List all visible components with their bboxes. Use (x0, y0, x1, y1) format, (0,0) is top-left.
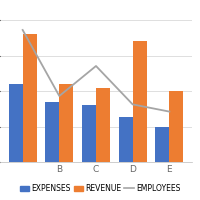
Bar (59, 84, 73, 162)
Bar (155, 127, 169, 162)
Bar (133, 41, 147, 162)
Bar (119, 117, 133, 162)
Bar (45, 102, 59, 162)
Bar (169, 91, 183, 162)
Bar (23, 34, 37, 162)
Bar (82, 105, 96, 162)
Bar (9, 84, 23, 162)
Bar (96, 88, 110, 162)
Legend: EXPENSES, REVENUE, EMPLOYEES: EXPENSES, REVENUE, EMPLOYEES (17, 181, 183, 196)
